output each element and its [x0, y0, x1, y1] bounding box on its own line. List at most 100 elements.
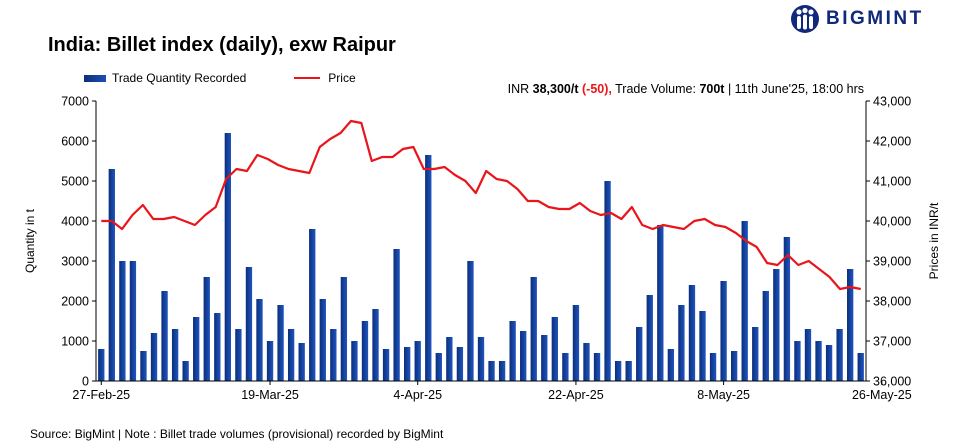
- bar-mark: [488, 361, 495, 381]
- bar-mark: [604, 181, 611, 381]
- bar-mark: [245, 267, 253, 381]
- bar-mark: [425, 155, 432, 381]
- bar-mark: [572, 305, 580, 381]
- legend-swatch-bars: [84, 74, 106, 82]
- bar-mark: [140, 351, 147, 381]
- logo-text: BIGMINT: [826, 8, 924, 29]
- bar-mark: [551, 317, 558, 381]
- bar-mark: [625, 361, 632, 381]
- bar-mark: [530, 277, 537, 381]
- bar-mark: [593, 353, 601, 381]
- y2-axis-title: Prices in INR/t: [927, 202, 941, 279]
- legend-swatch-price: [294, 77, 321, 79]
- bar-mark: [520, 331, 527, 381]
- y2-tick-label: 42,000: [873, 135, 911, 149]
- price-series: [101, 119, 861, 291]
- bar-mark: [129, 261, 137, 381]
- y-tick-label: 5000: [61, 175, 89, 189]
- bar-mark: [266, 341, 274, 381]
- y-tick-label: 1000: [61, 335, 89, 349]
- bar-mark: [414, 341, 421, 381]
- bar-mark: [224, 133, 232, 381]
- legend-label-price: Price: [328, 71, 356, 85]
- y2-tick-label: 36,000: [873, 375, 911, 389]
- legend-item-price: Price: [294, 71, 356, 85]
- bar-mark: [161, 291, 168, 381]
- bar-mark: [636, 327, 643, 381]
- bar-mark: [678, 305, 685, 381]
- bar-mark: [108, 169, 115, 381]
- price-note-prefix: INR: [507, 82, 533, 96]
- bar-mark: [203, 277, 210, 381]
- bar-mark: [783, 237, 791, 381]
- bar-mark: [657, 225, 664, 381]
- bar-mark: [477, 337, 485, 381]
- x-tick-label: 22-Apr-25: [548, 388, 604, 402]
- bar-mark: [583, 343, 590, 381]
- bar-mark: [562, 353, 569, 381]
- tick-labels: 0 1000 2000 3000 4000 5000 6000 7000 36,000 37,00…: [23, 95, 941, 403]
- y2-tick-label: 40,000: [873, 215, 911, 229]
- bar-mark: [171, 329, 179, 381]
- y-tick-label: 2000: [61, 295, 89, 309]
- bar-mark: [372, 309, 379, 381]
- y2-tick-label: 37,000: [873, 335, 911, 349]
- y2-tick-label: 38,000: [873, 295, 911, 309]
- bar-mark: [614, 361, 622, 381]
- bar-mark: [98, 349, 105, 381]
- legend-label-bars: Trade Quantity Recorded: [112, 71, 247, 85]
- bar-mark: [351, 341, 358, 381]
- bar-mark: [393, 249, 400, 381]
- bar-mark: [404, 347, 411, 381]
- bar-mark: [541, 335, 548, 381]
- bar-mark: [730, 351, 738, 381]
- y2-tick-label: 39,000: [873, 255, 911, 269]
- bar-mark: [709, 353, 717, 381]
- bar-mark: [340, 277, 348, 381]
- x-tick-label: 4-Apr-25: [393, 388, 442, 402]
- price-note: INR 38,300/t (-50), Trade Volume: 700t |…: [508, 82, 864, 96]
- bar-mark: [688, 285, 696, 381]
- bar-mark: [330, 329, 337, 381]
- bar-mark: [277, 305, 284, 381]
- y-tick-label: 6000: [61, 135, 89, 149]
- legend-item-bars: Trade Quantity Recorded: [84, 71, 246, 85]
- bar-mark: [382, 349, 390, 381]
- bar-mark: [646, 295, 653, 381]
- price-note-price: 38,300/t: [532, 82, 579, 96]
- y2-tick-label: 41,000: [873, 175, 911, 189]
- bar-mark: [319, 299, 326, 381]
- bar-mark: [857, 353, 864, 381]
- source-note: Source: BigMint | Note : Billet trade vo…: [30, 427, 444, 441]
- bar-mark: [119, 261, 126, 381]
- bar-series: [98, 133, 864, 381]
- bar-mark: [720, 281, 727, 381]
- bar-mark: [456, 347, 464, 381]
- bar-mark: [836, 329, 843, 381]
- axes: [92, 100, 883, 385]
- x-tick-label: 8-May-25: [697, 388, 750, 402]
- x-tick-label: 26-May-25: [852, 388, 912, 402]
- bar-mark: [509, 321, 516, 381]
- people-icon: [791, 5, 819, 33]
- y2-tick-label: 43,000: [873, 95, 911, 109]
- bar-mark: [825, 345, 833, 381]
- bar-mark: [435, 353, 442, 381]
- bar-mark: [446, 337, 453, 381]
- y-tick-label: 7000: [61, 95, 89, 109]
- bar-mark: [256, 299, 263, 381]
- price-note-suffix: | 11th June'25, 18:00 hrs: [724, 82, 864, 96]
- bar-mark: [193, 317, 200, 381]
- bar-mark: [150, 333, 158, 381]
- bar-mark: [699, 311, 706, 381]
- bar-mark: [214, 313, 221, 381]
- x-tick-label: 19-Mar-25: [241, 388, 299, 402]
- bigmint-logo: BIGMINT: [790, 2, 924, 36]
- bar-mark: [467, 261, 474, 381]
- bar-mark: [741, 221, 748, 381]
- y-axis-title: Quantity in t: [23, 208, 37, 273]
- bar-mark: [287, 329, 295, 381]
- price-note-change: (-50),: [582, 82, 612, 96]
- price-note-volume-prefix: Trade Volume:: [611, 82, 700, 96]
